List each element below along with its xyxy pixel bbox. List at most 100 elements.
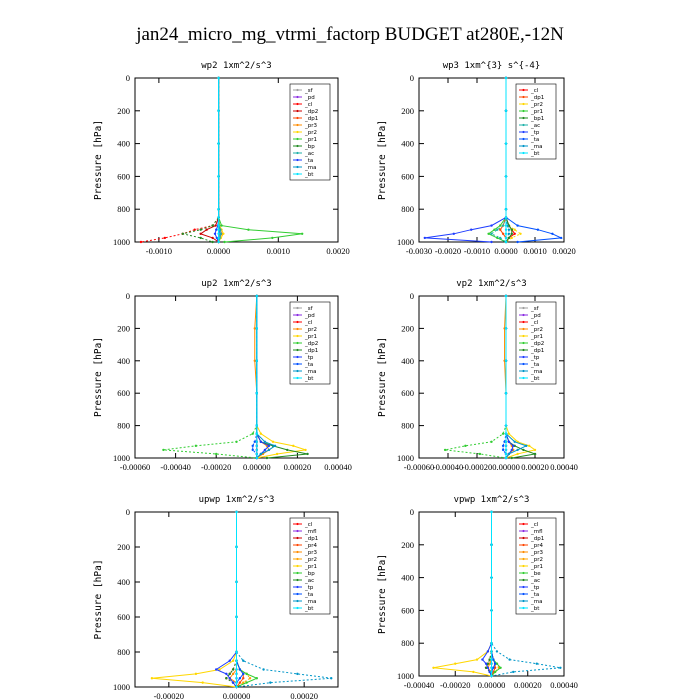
data-point: [214, 224, 217, 227]
legend-marker: [296, 355, 299, 359]
data-point: [263, 448, 267, 452]
legend-label: _tp: [304, 355, 314, 361]
y-axis-label: Pressure [hPa]: [93, 337, 104, 417]
legend-label: _sf: [304, 306, 314, 312]
y-tick-label: 800: [117, 647, 130, 657]
data-point: [253, 327, 256, 330]
legend-label: _cl: [304, 320, 313, 326]
legend-marker: [296, 116, 299, 120]
y-tick-label: 400: [401, 139, 414, 149]
legend-marker: [296, 320, 299, 324]
legend-marker: [296, 158, 299, 162]
series-line-dp2: [199, 78, 220, 243]
data-point: [486, 662, 490, 665]
data-point: [507, 440, 511, 443]
legend-marker: [522, 592, 525, 596]
data-point: [253, 359, 256, 362]
legend-marker: [296, 327, 299, 331]
data-point: [217, 142, 220, 145]
y-tick-label: 600: [401, 388, 414, 398]
data-point: [499, 224, 502, 227]
y-tick-label: 600: [401, 605, 414, 615]
data-point: [504, 240, 508, 244]
legend-label: _pr4: [304, 543, 318, 549]
legend-marker: [296, 341, 299, 345]
data-point: [255, 448, 258, 452]
legend-label: _pr2: [304, 327, 317, 333]
x-tick-label: 0.0000: [494, 246, 517, 256]
data-point: [242, 659, 245, 662]
legend-label: _tp: [304, 585, 314, 591]
legend-marker: [522, 362, 525, 366]
legend-marker: [296, 123, 299, 127]
legend-label: _cl: [530, 320, 539, 326]
data-point: [296, 672, 299, 676]
data-point: [330, 677, 333, 680]
data-point: [242, 681, 245, 684]
y-tick-label: 400: [117, 577, 130, 587]
x-tick-label: 0.00000: [243, 462, 271, 472]
data-point: [255, 294, 258, 298]
data-point: [271, 440, 275, 443]
y-tick-label: 0: [410, 73, 414, 83]
data-point: [235, 685, 238, 689]
data-point: [490, 232, 493, 235]
legend-label: _bt: [304, 606, 314, 612]
legend-marker: [522, 376, 525, 380]
x-tick-label: -0.00060: [120, 462, 150, 472]
legend-label: _dp2: [304, 109, 318, 115]
data-point: [516, 448, 519, 452]
data-point: [492, 666, 495, 669]
legend-label: _ma: [304, 599, 316, 605]
y-axis-label: Pressure [hPa]: [93, 120, 104, 200]
data-point: [217, 228, 220, 231]
data-point: [247, 228, 250, 231]
legend-marker: [296, 362, 299, 366]
data-point: [559, 236, 563, 240]
data-point: [490, 609, 493, 612]
legend-marker: [522, 369, 525, 373]
legend-marker: [296, 571, 299, 575]
data-point: [267, 444, 271, 448]
x-tick-label: 0.00040: [324, 462, 352, 472]
legend-label: _pr3: [304, 123, 318, 129]
legend-marker: [522, 529, 525, 533]
legend-label: _ac: [304, 151, 314, 157]
data-point: [559, 666, 562, 669]
data-point: [486, 650, 490, 653]
data-point: [199, 236, 202, 240]
data-point: [259, 432, 263, 435]
legend-marker: [522, 306, 525, 310]
legend-marker: [296, 592, 299, 596]
data-point: [223, 240, 226, 244]
data-point: [201, 681, 204, 684]
data-point: [213, 232, 217, 235]
x-tick-label: -0.00020: [462, 462, 492, 472]
legend-marker: [522, 543, 525, 547]
y-axis-label: Pressure [hPa]: [377, 554, 388, 634]
data-point: [263, 440, 267, 443]
panel-vp2: vp2 1xm^2/s^3 Pressure [hPa] 0 200 400 600 800…: [377, 279, 578, 472]
data-point: [251, 444, 254, 448]
legend-label: _pr2: [530, 327, 543, 333]
data-point: [225, 677, 228, 680]
data-point: [504, 444, 508, 448]
data-point: [245, 681, 248, 684]
panel-title: wp2 1xm^2/s^3: [201, 61, 271, 71]
legend-label: _bt: [304, 172, 314, 178]
data-point: [215, 452, 218, 456]
data-point: [490, 510, 493, 514]
legend-marker: [522, 95, 525, 99]
series-line-ma: [236, 512, 332, 688]
y-tick-label: 0: [410, 291, 414, 301]
data-point: [238, 677, 242, 680]
data-point: [504, 232, 508, 235]
data-point: [262, 668, 265, 671]
data-point: [231, 659, 235, 662]
data-point: [490, 674, 493, 678]
data-point: [255, 677, 258, 680]
data-point: [275, 452, 279, 456]
legend-marker: [522, 130, 525, 134]
data-point: [235, 681, 238, 684]
series-line-dp1: [225, 512, 237, 688]
